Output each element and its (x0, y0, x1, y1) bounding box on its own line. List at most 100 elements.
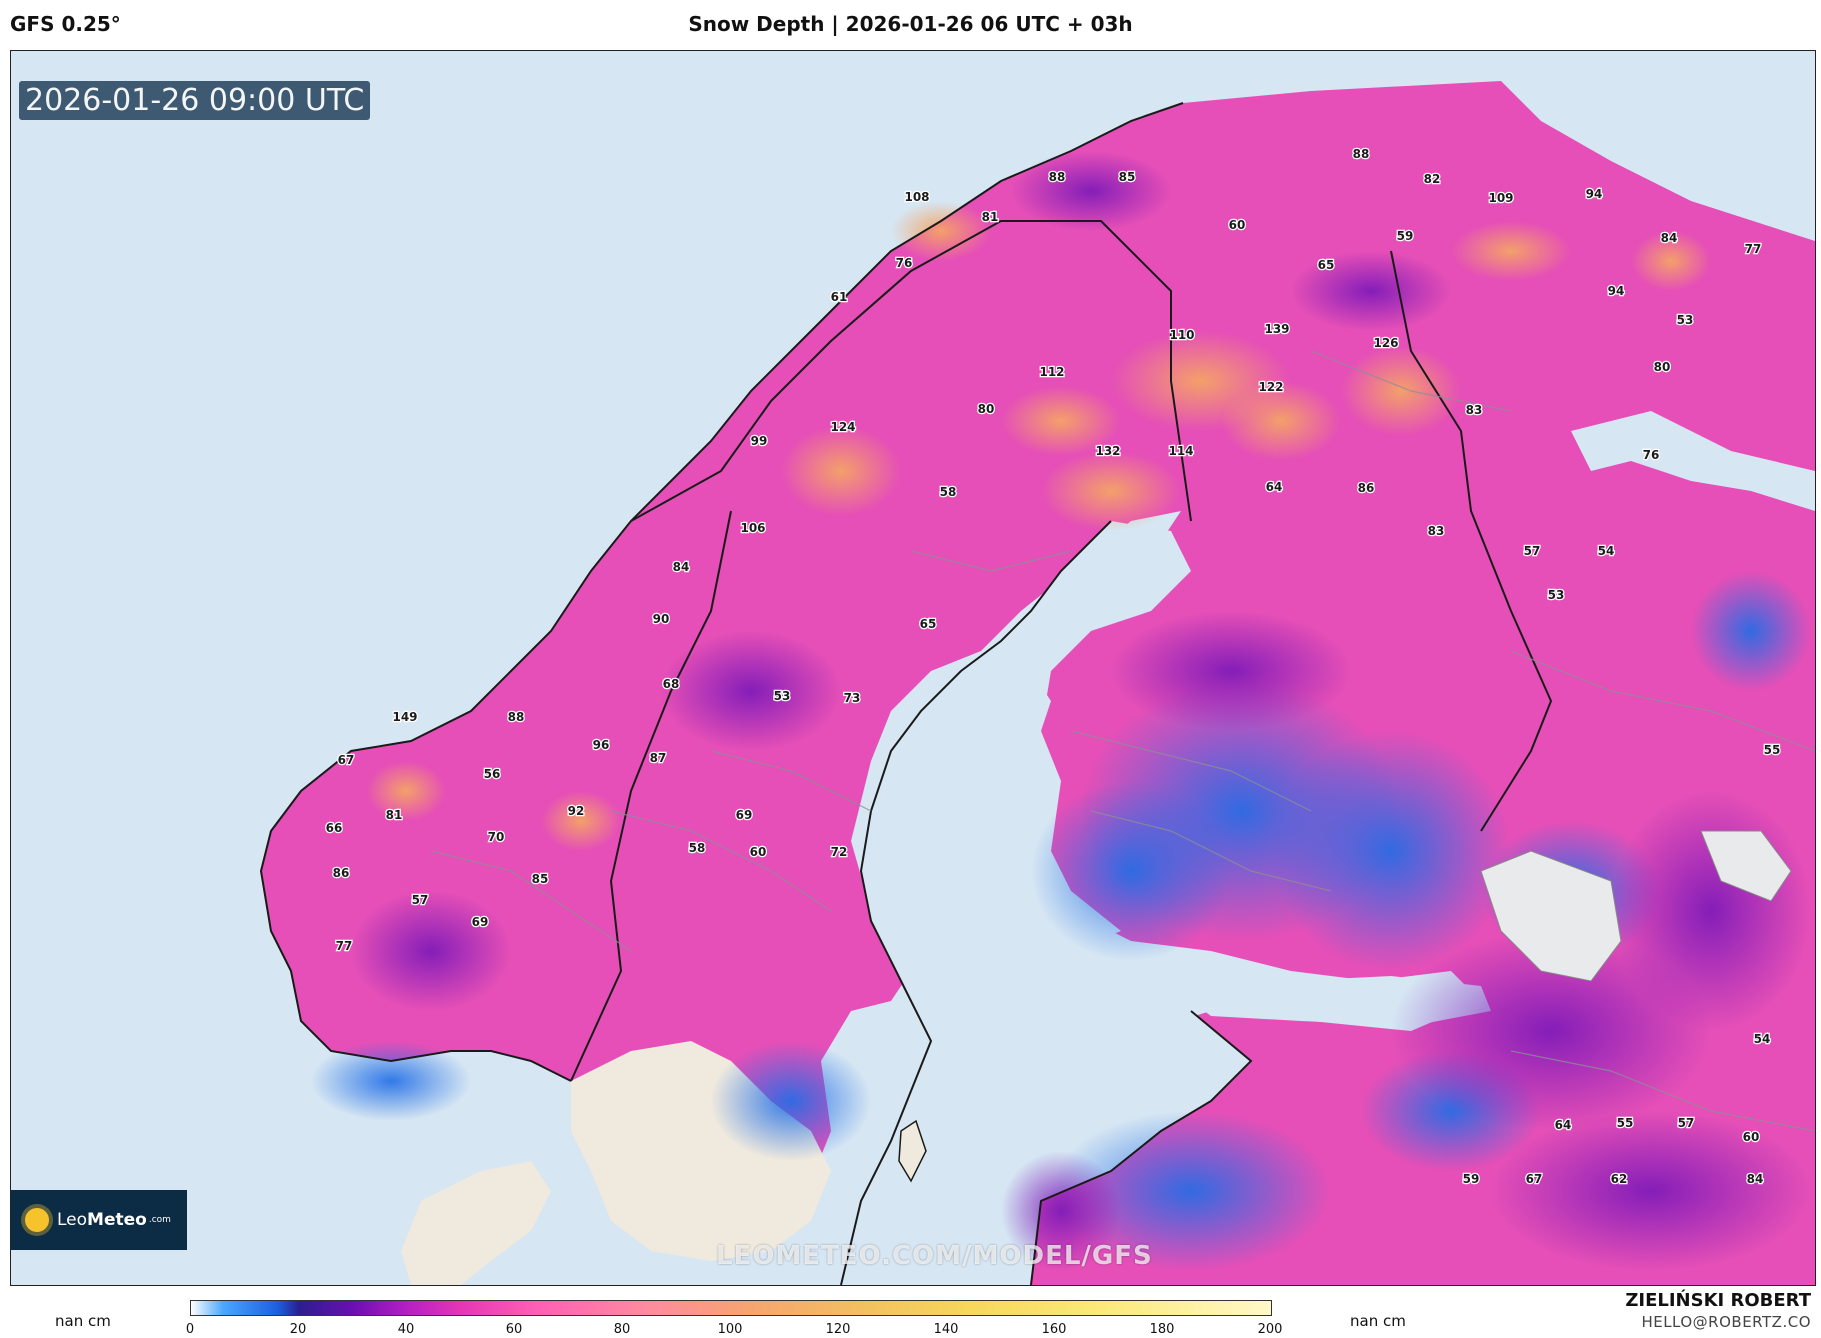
snow-depth-value: 109 (1488, 191, 1513, 205)
snow-depth-value: 110 (1169, 328, 1194, 342)
snow-depth-value: 64 (1555, 1118, 1572, 1132)
snow-depth-value: 55 (1764, 743, 1781, 757)
author-name: ZIELIŃSKI ROBERT (1625, 1290, 1811, 1311)
snow-depth-value: 60 (750, 845, 767, 859)
colorbar-tick-label: 100 (717, 1322, 743, 1337)
snow-depth-value: 87 (650, 751, 667, 765)
snow-depth-value: 67 (338, 753, 355, 767)
gulf-of-bothnia (841, 521, 1481, 1285)
snow-depth-value: 92 (568, 804, 585, 818)
snow-depth-value: 83 (1428, 524, 1445, 538)
snow-depth-value: 122 (1258, 380, 1283, 394)
snow-depth-value: 55 (1617, 1116, 1634, 1130)
map-title: Snow Depth | 2026-01-26 06 UTC + 03h (688, 12, 1133, 36)
sun-icon (25, 1208, 49, 1232)
snow-depth-value: 80 (978, 402, 995, 416)
snow-depth-value: 114 (1168, 444, 1193, 458)
colorbar-ticks: 0 20 40 60 80 100 120 140 160 180 200 (186, 1322, 1283, 1338)
snow-depth-value: 132 (1095, 444, 1120, 458)
leometeo-logo[interactable]: LeoMeteo .com (11, 1190, 187, 1250)
snow-depth-value: 76 (1643, 448, 1660, 462)
snow-depth-value: 96 (593, 738, 610, 752)
snow-depth-value: 62 (1611, 1172, 1628, 1186)
snow-depth-value: 85 (532, 872, 549, 886)
snow-depth-value: 84 (1747, 1172, 1764, 1186)
snow-depth-value: 67 (1526, 1172, 1543, 1186)
admin-boundaries (430, 350, 1815, 1132)
author-email[interactable]: HELLO@ROBERTZ.CO (1641, 1313, 1811, 1331)
snow-depth-value: 53 (1677, 313, 1694, 327)
model-label: GFS 0.25° (10, 12, 121, 36)
colorbar-tick-label: 180 (1149, 1322, 1175, 1337)
snow-depth-value: 84 (1661, 231, 1678, 245)
snow-depth-value: 86 (333, 866, 350, 880)
snow-depth-value: 88 (508, 710, 525, 724)
snow-depth-value: 106 (740, 521, 765, 535)
snow-depth-value: 64 (1266, 480, 1283, 494)
snow-depth-value: 57 (1524, 544, 1541, 558)
snow-depth-value: 88 (1353, 147, 1370, 161)
snow-depth-labels: 108 81 88 85 88 82 109 94 84 77 60 59 65 76 61 94 53 110 1… (324, 146, 1781, 1188)
snow-depth-value: 112 (1039, 365, 1064, 379)
snow-depth-value: 65 (920, 617, 937, 631)
snow-depth-value: 88 (1049, 170, 1066, 184)
snow-depth-value: 99 (751, 434, 768, 448)
snow-depth-value: 81 (386, 808, 403, 822)
snow-depth-value: 85 (1119, 170, 1136, 184)
map-canvas: 108 81 88 85 88 82 109 94 84 77 60 59 65 76 61 94 53 110 1… (11, 51, 1815, 1285)
snow-depth-value: 124 (830, 420, 855, 434)
gotland-island (898, 1119, 927, 1183)
snow-depth-value: 56 (484, 767, 501, 781)
watermark-url: LEOMETEO.COM/MODEL/GFS (716, 1241, 1153, 1271)
colorbar-tick-label: 160 (1041, 1322, 1067, 1337)
lake-onega (1700, 830, 1792, 902)
snow-depth-value: 82 (1424, 172, 1441, 186)
snow-depth-value: 69 (736, 808, 753, 822)
snow-depth-value: 94 (1608, 284, 1625, 298)
colorbar-tick-label: 120 (825, 1322, 851, 1337)
snow-depth-value: 66 (326, 821, 343, 835)
snow-depth-value: 84 (673, 560, 690, 574)
colorbar-tick-label: 0 (185, 1322, 195, 1337)
colorbar-tick-label: 60 (505, 1322, 523, 1337)
valid-time-stamp: 2026-01-26 09:00 UTC (19, 81, 371, 120)
legend-left-label: nan cm (55, 1312, 111, 1330)
snow-depth-value: 77 (1745, 242, 1762, 256)
snow-depth-value: 149 (392, 710, 417, 724)
snow-depth-value: 57 (412, 893, 429, 907)
snow-depth-value: 65 (1318, 258, 1335, 272)
snow-depth-value: 72 (831, 845, 848, 859)
snow-depth-value: 126 (1373, 336, 1398, 350)
snow-depth-value: 76 (896, 256, 913, 270)
colorbar-tick-label: 40 (397, 1322, 415, 1337)
colorbar-tick-label: 80 (613, 1322, 631, 1337)
snow-depth-value: 54 (1598, 544, 1615, 558)
snow-depth-value: 139 (1264, 322, 1289, 336)
snow-depth-value: 80 (1654, 360, 1671, 374)
white-sea (1571, 411, 1815, 511)
colorbar-tick-label: 20 (289, 1322, 307, 1337)
lake-ladoga (1480, 850, 1622, 982)
snow-depth-value: 83 (1466, 403, 1483, 417)
snow-depth-value: 53 (1548, 588, 1565, 602)
logo-text: LeoMeteo (57, 1210, 147, 1230)
snow-depth-value: 73 (844, 691, 861, 705)
snow-depth-value: 59 (1397, 229, 1414, 243)
snow-depth-value: 94 (1586, 187, 1603, 201)
snow-depth-map[interactable]: 108 81 88 85 88 82 109 94 84 77 60 59 65 76 61 94 53 110 1… (10, 50, 1816, 1286)
borders (259, 102, 1553, 1285)
snow-depth-value: 90 (653, 612, 670, 626)
snow-depth-value: 58 (940, 485, 957, 499)
snow-depth-value: 81 (982, 210, 999, 224)
snow-depth-value: 86 (1358, 481, 1375, 495)
snow-depth-value: 77 (336, 939, 353, 953)
snow-depth-value: 54 (1754, 1032, 1771, 1046)
snow-depth-value: 69 (472, 915, 489, 929)
legend-right-label: nan cm (1350, 1312, 1406, 1330)
snow-depth-value: 70 (488, 830, 505, 844)
snow-depth-value: 59 (1463, 1172, 1480, 1186)
snow-depth-value: 60 (1229, 218, 1246, 232)
snow-depth-value: 61 (831, 290, 848, 304)
snow-depth-value: 57 (1678, 1116, 1695, 1130)
snow-depth-value: 68 (663, 677, 680, 691)
